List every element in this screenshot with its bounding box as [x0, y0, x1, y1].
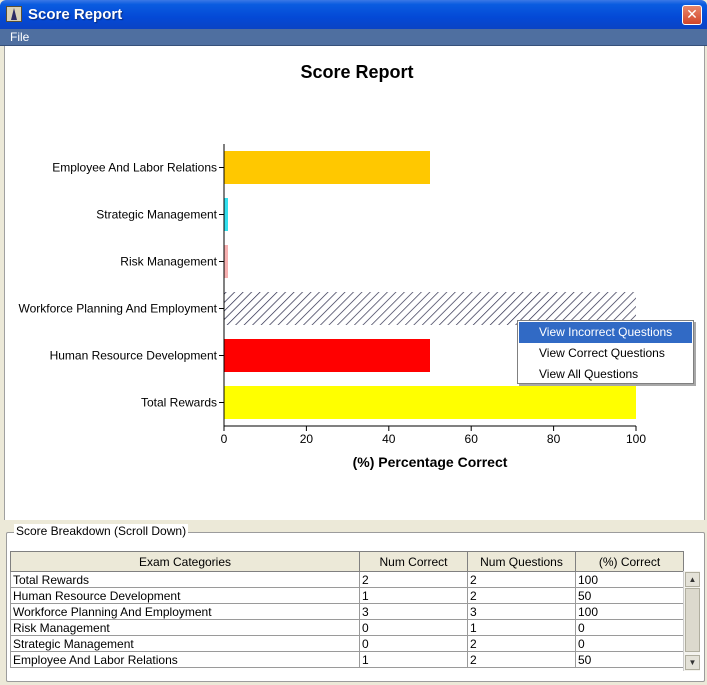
- x-tick-label: 100: [626, 432, 646, 446]
- table-header-row: Exam Categories Num Correct Num Question…: [10, 551, 684, 572]
- cell-num-correct[interactable]: 0: [359, 635, 468, 652]
- x-axis-label: (%) Percentage Correct: [353, 454, 508, 470]
- x-tick-label: 40: [382, 432, 396, 446]
- column-header-percent-correct[interactable]: (%) Correct: [575, 551, 684, 572]
- cell-category[interactable]: Workforce Planning And Employment: [10, 603, 360, 620]
- score-chart: Score Report Employee And Labor Relations…: [18, 62, 646, 470]
- context-menu: View Incorrect Questions View Correct Qu…: [517, 320, 694, 384]
- cell-num-questions[interactable]: 1: [467, 619, 576, 636]
- app-icon[interactable]: [6, 6, 22, 22]
- cell-num-questions[interactable]: 2: [467, 635, 576, 652]
- y-tick-label: Human Resource Development: [50, 349, 218, 363]
- y-tick-label: Total Rewards: [141, 396, 217, 410]
- cell-category[interactable]: Employee And Labor Relations: [10, 651, 360, 668]
- score-breakdown-title: Score Breakdown (Scroll Down): [14, 524, 189, 538]
- y-tick-label: Employee And Labor Relations: [52, 161, 217, 175]
- cell-percent-correct[interactable]: 100: [575, 571, 684, 588]
- scroll-thumb[interactable]: [685, 588, 700, 652]
- menu-item-view-correct-questions[interactable]: View Correct Questions: [539, 346, 665, 360]
- cell-percent-correct[interactable]: 50: [575, 651, 684, 668]
- chart-bar: [224, 245, 228, 278]
- column-header-exam-categories[interactable]: Exam Categories: [10, 551, 360, 572]
- cell-percent-correct[interactable]: 0: [575, 619, 684, 636]
- title-bar: Score Report ✕: [0, 0, 707, 29]
- table-row[interactable]: Risk Management 0 1 0: [10, 619, 684, 636]
- menu-item-view-incorrect-questions[interactable]: View Incorrect Questions: [519, 322, 692, 343]
- table-row[interactable]: Workforce Planning And Employment 3 3 10…: [10, 603, 684, 620]
- cell-percent-correct[interactable]: 0: [575, 635, 684, 652]
- table-row[interactable]: Total Rewards 2 2 100: [10, 571, 684, 588]
- cell-category[interactable]: Total Rewards: [10, 571, 360, 588]
- cell-percent-correct[interactable]: 100: [575, 603, 684, 620]
- window-title: Score Report: [28, 6, 123, 23]
- table-row[interactable]: Strategic Management 0 2 0: [10, 635, 684, 652]
- x-tick-label: 0: [221, 432, 228, 446]
- chart-bar: [224, 151, 430, 184]
- x-tick-label: 60: [465, 432, 479, 446]
- y-tick-label: Workforce Planning And Employment: [18, 302, 217, 316]
- cell-category[interactable]: Risk Management: [10, 619, 360, 636]
- chart-bar: [224, 339, 430, 372]
- chart-bar: [224, 292, 636, 325]
- cell-num-questions[interactable]: 2: [467, 587, 576, 604]
- cell-num-correct[interactable]: 1: [359, 651, 468, 668]
- cell-category[interactable]: Strategic Management: [10, 635, 360, 652]
- menu-file[interactable]: File: [10, 30, 30, 44]
- chart-panel: Score Report Employee And Labor Relations…: [4, 46, 705, 520]
- table-row[interactable]: Employee And Labor Relations 1 2 50: [10, 651, 684, 668]
- score-breakdown-table: Exam Categories Num Correct Num Question…: [10, 551, 684, 668]
- chart-title: Score Report: [300, 62, 413, 82]
- x-tick-label: 20: [300, 432, 314, 446]
- table-vertical-scrollbar[interactable]: ▲ ▼: [683, 571, 700, 671]
- table-row[interactable]: Human Resource Development 1 2 50: [10, 587, 684, 604]
- menu-bar: File: [0, 29, 707, 46]
- column-header-num-correct[interactable]: Num Correct: [359, 551, 468, 572]
- x-tick-label: 80: [547, 432, 561, 446]
- cell-num-questions[interactable]: 2: [467, 651, 576, 668]
- close-button[interactable]: ✕: [682, 5, 702, 25]
- cell-num-correct[interactable]: 0: [359, 619, 468, 636]
- cell-num-questions[interactable]: 2: [467, 571, 576, 588]
- cell-percent-correct[interactable]: 50: [575, 587, 684, 604]
- cell-num-correct[interactable]: 2: [359, 571, 468, 588]
- cell-num-correct[interactable]: 1: [359, 587, 468, 604]
- scroll-up-icon[interactable]: ▲: [685, 572, 700, 587]
- scroll-down-icon[interactable]: ▼: [685, 655, 700, 670]
- chart-bar: [224, 386, 636, 419]
- y-tick-label: Risk Management: [120, 255, 217, 269]
- menu-item-view-all-questions[interactable]: View All Questions: [539, 367, 639, 381]
- cell-num-correct[interactable]: 3: [359, 603, 468, 620]
- y-tick-label: Strategic Management: [96, 208, 217, 222]
- cell-num-questions[interactable]: 3: [467, 603, 576, 620]
- column-header-num-questions[interactable]: Num Questions: [467, 551, 576, 572]
- chart-bar: [224, 198, 228, 231]
- cell-category[interactable]: Human Resource Development: [10, 587, 360, 604]
